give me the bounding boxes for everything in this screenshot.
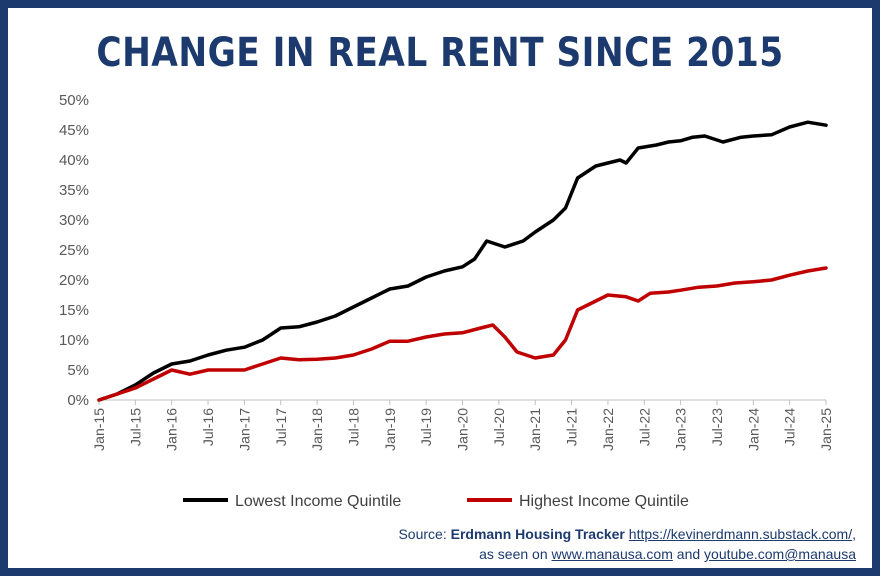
x-tick-label: Jan-20 (455, 408, 471, 451)
y-tick-label: 5% (67, 362, 89, 379)
line-chart: 0% 5% 10% 15% 20% 25% 30% 35% 40% 45% 50% Jan-15 Jul… (59, 92, 834, 510)
y-tick-label: 25% (59, 242, 89, 259)
series-line-highest-income (97, 266, 828, 402)
legend-label: Lowest Income Quintile (235, 493, 401, 510)
x-tick-label: Jan-21 (527, 408, 543, 451)
y-tick-label: 20% (59, 272, 89, 289)
y-tick-label: 35% (59, 182, 89, 199)
y-tick-label: 45% (59, 122, 89, 139)
source-line-2: as seen on www.manausa.com and youtube.c… (398, 544, 856, 564)
y-tick-label: 15% (59, 302, 89, 319)
y-tick-label: 50% (59, 92, 89, 109)
x-tick-label: Jan-22 (600, 408, 616, 451)
x-tick-label: Jul-15 (127, 408, 143, 446)
series-line-lowest-income (97, 120, 828, 402)
x-tick-label: Jan-17 (236, 408, 252, 451)
youtube-link[interactable]: youtube.com@manausa (704, 546, 856, 562)
x-tick-label: Jul-16 (200, 408, 216, 446)
x-tick-label: Jul-19 (418, 408, 434, 446)
tracker-link[interactable]: https://kevinerdmann.substack.com/ (628, 526, 853, 542)
y-tick-label: 10% (59, 332, 89, 349)
source-line1-suffix: , (852, 526, 856, 542)
chart-frame: CHANGE IN REAL RENT SINCE 2015 0% 5% 10% 15… (8, 8, 872, 568)
site-link[interactable]: www.manausa.com (551, 546, 673, 562)
x-tick-label: Jan-16 (164, 408, 180, 451)
x-tick-label: Jan-15 (91, 408, 107, 451)
chart-title: CHANGE IN REAL RENT SINCE 2015 (96, 30, 784, 76)
x-tick-label: Jan-25 (818, 408, 834, 451)
source-line2-prefix: as seen on (479, 546, 552, 562)
x-tick-label: Jul-21 (564, 408, 580, 446)
x-tick-label: Jan-18 (309, 408, 325, 451)
source-prefix: Source: (398, 526, 451, 542)
x-tick-label: Jul-24 (782, 408, 798, 446)
tracker-name: Erdmann Housing Tracker (450, 526, 625, 542)
x-tick-label: Jul-17 (273, 408, 289, 446)
x-tick-label: Jan-19 (382, 408, 398, 451)
legend-label: Highest Income Quintile (519, 493, 689, 510)
x-tick-label: Jul-20 (491, 408, 507, 446)
y-tick-label: 0% (67, 392, 89, 409)
source-note: Source: Erdmann Housing Tracker https://… (398, 524, 856, 564)
x-tick-label: Jan-24 (745, 408, 761, 451)
x-tick-label: Jul-18 (345, 408, 361, 446)
x-tick-label: Jul-22 (636, 408, 652, 446)
y-tick-label: 40% (59, 152, 89, 169)
x-tick-label: Jan-23 (673, 408, 689, 451)
y-tick-label: 30% (59, 212, 89, 229)
source-line-1: Source: Erdmann Housing Tracker https://… (398, 524, 856, 544)
source-line2-mid: and (672, 546, 705, 562)
x-tick-label: Jul-23 (709, 408, 725, 446)
